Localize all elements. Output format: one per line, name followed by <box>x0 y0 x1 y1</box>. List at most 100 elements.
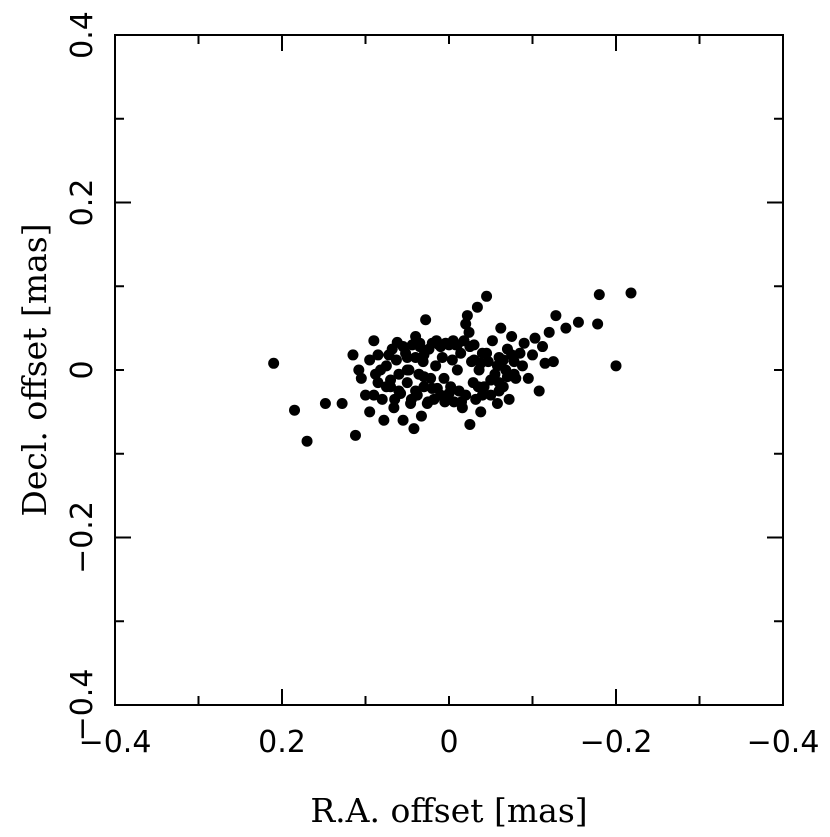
data-point <box>463 326 475 338</box>
x-tick-label: −0.4 <box>79 725 152 760</box>
data-point <box>448 396 460 408</box>
data-point <box>372 349 384 361</box>
data-point <box>376 393 388 405</box>
data-point <box>443 387 455 399</box>
data-point <box>405 393 417 405</box>
tick-labels: −0.4 0.2 0 −0.2 −0.4 0.4 0.2 0 −0.2 −0.4 <box>65 11 819 760</box>
data-point <box>516 360 528 372</box>
y-tick-label: 0 <box>65 360 100 379</box>
data-point <box>481 347 493 359</box>
data-point <box>464 418 476 430</box>
data-point <box>472 381 484 393</box>
data-point <box>426 382 438 394</box>
data-point <box>347 349 359 361</box>
data-point <box>461 310 473 322</box>
data-point <box>368 335 380 347</box>
data-point <box>481 290 493 302</box>
data-point <box>393 385 405 397</box>
data-point <box>537 341 549 353</box>
data-point <box>518 337 530 349</box>
data-point <box>439 396 451 408</box>
x-tick-label: −0.2 <box>580 725 653 760</box>
y-tick-label: −0.4 <box>65 669 100 742</box>
data-point <box>389 393 401 405</box>
data-point <box>475 357 487 369</box>
data-point <box>430 335 442 347</box>
data-point <box>476 389 488 401</box>
data-point <box>485 374 497 386</box>
data-point <box>418 349 430 361</box>
data-point <box>336 398 348 409</box>
axis-ticks <box>114 34 784 706</box>
data-point <box>301 435 313 447</box>
data-point <box>353 364 365 376</box>
data-point <box>506 331 518 342</box>
data-point <box>475 406 487 418</box>
data-point <box>508 368 520 380</box>
data-point <box>397 414 409 426</box>
data-point <box>380 381 392 393</box>
data-point <box>610 360 622 372</box>
data-point <box>420 314 432 326</box>
data-point <box>539 357 551 369</box>
data-point <box>410 385 422 397</box>
data-point <box>368 389 380 401</box>
data-point <box>493 377 505 389</box>
data-point <box>364 354 376 366</box>
data-point <box>378 414 390 426</box>
data-point <box>391 336 403 348</box>
data-point <box>401 364 413 376</box>
data-point <box>383 349 395 361</box>
data-point <box>372 377 384 389</box>
data-point <box>543 326 555 338</box>
data-point <box>495 322 507 334</box>
data-point <box>625 287 637 299</box>
data-point <box>547 356 559 368</box>
data-point <box>401 377 413 389</box>
data-point <box>446 354 458 366</box>
data-point <box>514 347 526 359</box>
data-point <box>460 318 472 330</box>
data-point <box>418 381 430 393</box>
data-point <box>493 385 505 397</box>
data-point <box>289 404 301 416</box>
data-point <box>560 322 572 334</box>
data-point <box>491 398 503 409</box>
data-point <box>375 364 387 376</box>
x-tick-label: 0.2 <box>258 725 306 760</box>
data-point <box>572 316 584 328</box>
data-point <box>401 351 413 363</box>
data-point <box>455 347 467 359</box>
data-point <box>430 360 442 372</box>
x-axis-title: R.A. offset [mas] <box>310 791 587 830</box>
data-point <box>550 310 562 322</box>
data-point <box>485 389 497 401</box>
x-tick-label: −0.4 <box>747 725 820 760</box>
y-tick-label: 0.2 <box>65 179 100 227</box>
plot-frame <box>114 34 784 706</box>
data-point <box>491 360 503 372</box>
data-point <box>422 396 434 408</box>
data-point <box>388 402 400 414</box>
data-point <box>471 301 483 313</box>
data-point <box>410 331 422 342</box>
data-point <box>592 318 604 330</box>
data-point <box>418 371 430 383</box>
data-point <box>464 341 476 353</box>
data-point <box>527 349 538 361</box>
data-point <box>438 372 450 384</box>
data-points <box>268 287 637 447</box>
data-point <box>436 351 448 363</box>
y-tick-label: −0.2 <box>65 501 100 574</box>
y-axis-title: Decl. offset [mas] <box>15 223 54 516</box>
y-tick-label: 0.4 <box>65 11 100 59</box>
data-point <box>503 393 515 405</box>
data-point <box>593 289 605 301</box>
data-point <box>486 335 498 347</box>
data-point <box>349 429 361 441</box>
data-point <box>393 368 405 380</box>
data-point <box>268 357 280 369</box>
data-point <box>447 335 459 347</box>
data-point <box>529 332 541 344</box>
